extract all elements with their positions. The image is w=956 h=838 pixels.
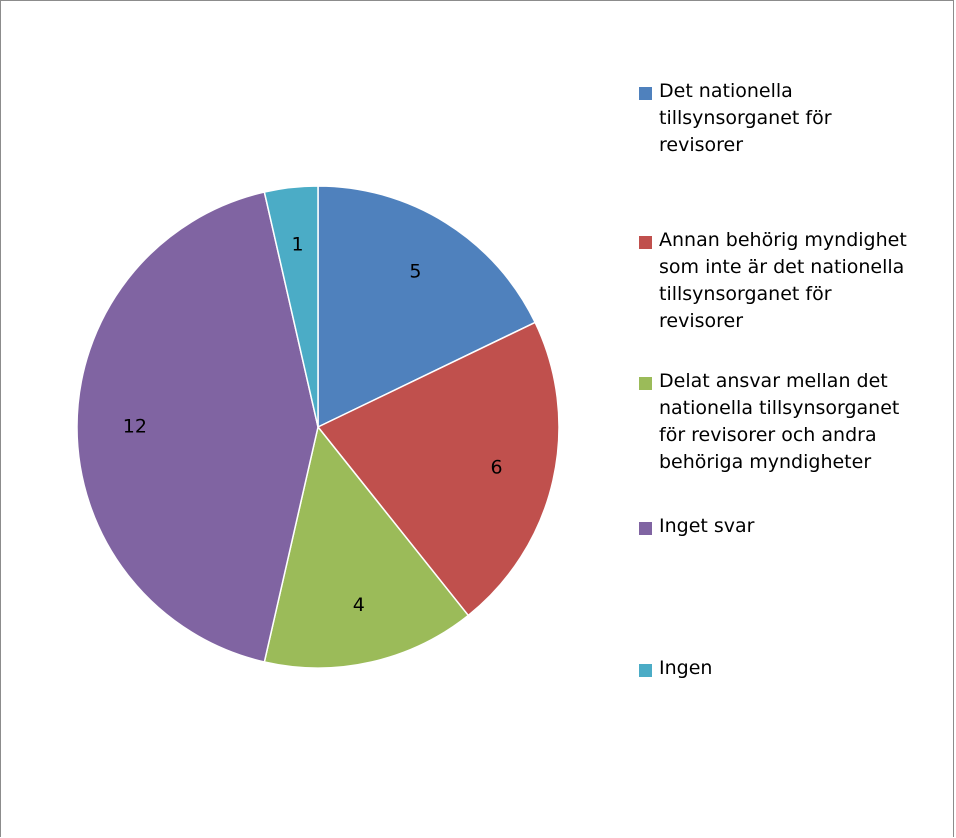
- data-label-annan-behorig: 6: [491, 456, 503, 478]
- data-label-delat-ansvar: 4: [353, 594, 365, 616]
- legend-swatch-purple: [639, 522, 652, 535]
- legend-swatch-red: [639, 236, 652, 249]
- data-label-det-nationella: 5: [409, 260, 421, 282]
- pie-slice-annan-behorig: [317, 321, 560, 617]
- data-label-ingen: 1: [291, 233, 303, 255]
- legend-swatch-blue: [639, 87, 652, 100]
- pie-slices: [76, 185, 560, 669]
- legend-label: Ingen: [659, 657, 713, 679]
- legend-swatch-cyan: [639, 664, 652, 677]
- pie-slice-inget-svar: [76, 191, 319, 663]
- legend-label: Inget svar: [659, 515, 755, 537]
- pie-slice-ingen: [263, 185, 319, 428]
- pie-data-labels: 5 6 4 12 1: [123, 233, 503, 616]
- legend-label: Det nationella tillsynsorganet för revis…: [659, 80, 832, 156]
- pie-chart: 5 6 4 12 1: [76, 185, 560, 669]
- legend-swatch-green: [639, 377, 652, 390]
- legend-label: Annan behörig myndighet som inte är det …: [659, 229, 907, 332]
- data-label-inget-svar: 12: [123, 416, 147, 438]
- pie-slice-det-nationella: [317, 185, 536, 428]
- pie-slice-delat-ansvar: [263, 426, 470, 669]
- legend-label: Delat ansvar mellan det nationella tills…: [659, 370, 900, 473]
- legend: Det nationella tillsynsorganet för revis…: [639, 1, 955, 838]
